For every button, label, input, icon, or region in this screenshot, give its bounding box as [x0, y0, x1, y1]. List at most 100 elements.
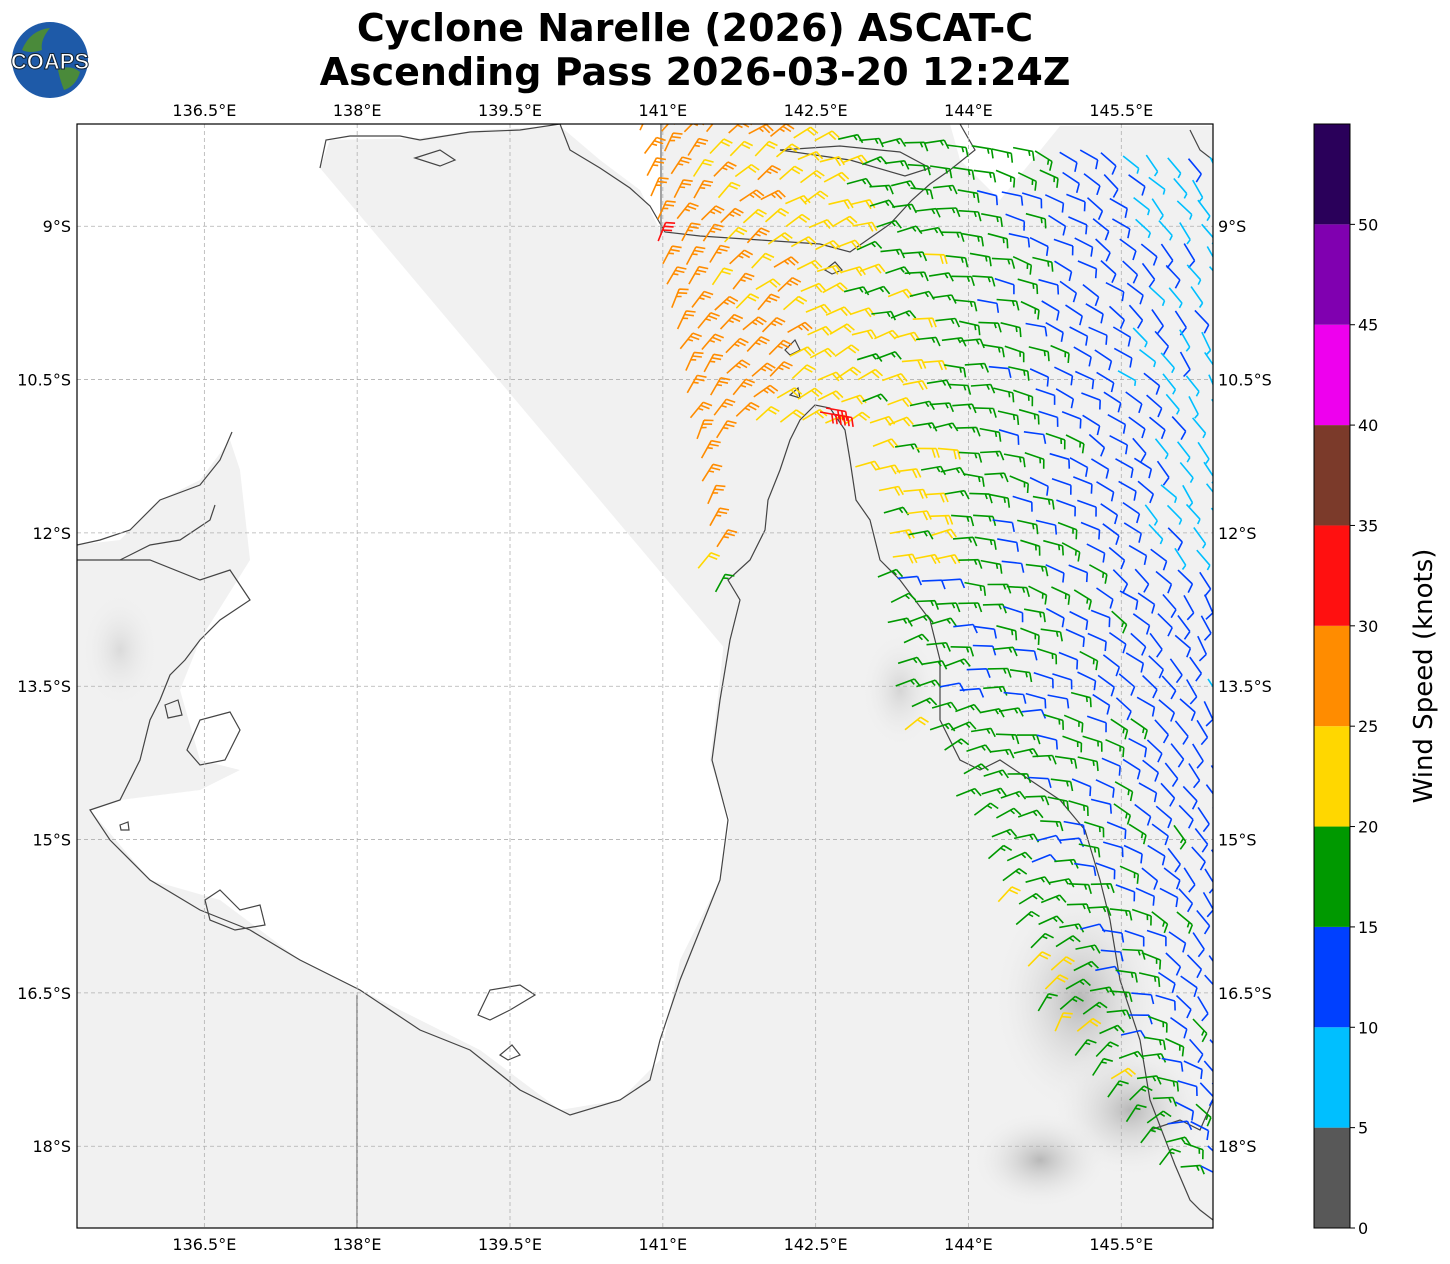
wind-barb — [1146, 1110, 1172, 1124]
wind-barb — [891, 180, 917, 190]
wind-barb — [776, 387, 803, 399]
wind-barb — [1122, 758, 1141, 780]
wind-barb — [657, 221, 676, 242]
axis-tick-labels: 136.5°E 136.5°E 138°E 138°E 139.5°E 139.5°E 14… — [17, 101, 1272, 1254]
wind-barb — [1073, 589, 1092, 610]
wind-barb — [1119, 238, 1137, 261]
wind-barb — [1034, 150, 1053, 171]
wind-barb — [1095, 862, 1116, 880]
wind-barb — [1112, 569, 1129, 593]
wind-barb — [1025, 212, 1047, 229]
lon-tick-label: 136.5°E — [172, 101, 236, 120]
wind-barb — [1027, 951, 1052, 967]
wind-barb — [1162, 593, 1177, 619]
lat-tick-label: 10.5°S — [1218, 371, 1272, 390]
wind-barb — [817, 390, 844, 401]
wind-barb — [1137, 480, 1155, 504]
wind-barb — [1051, 477, 1072, 495]
wind-barb — [843, 286, 870, 296]
wind-barb — [1176, 441, 1191, 463]
wind-barb — [779, 165, 804, 181]
wind-barb — [732, 378, 755, 396]
wind-barb — [993, 646, 1018, 657]
wind-barb — [1018, 408, 1040, 425]
wind-barb — [779, 409, 805, 423]
wind-barb — [1173, 177, 1188, 199]
wind-barb — [1043, 713, 1064, 730]
wind-barb — [916, 207, 941, 218]
wind-barb — [1065, 978, 1091, 990]
wind-barb — [751, 252, 775, 269]
wind-barb — [746, 227, 770, 244]
colorbar-frame — [1313, 123, 1351, 1229]
wind-barb — [709, 244, 730, 263]
wind-barb — [1006, 585, 1030, 598]
wind-barb — [1154, 719, 1169, 744]
wind-barb — [945, 658, 971, 667]
wind-barb — [1100, 152, 1117, 175]
wind-barb — [1077, 499, 1097, 517]
wind-barb — [855, 460, 881, 471]
wind-barb — [796, 259, 823, 271]
wind-barb — [1179, 698, 1196, 722]
wind-barb — [1207, 1145, 1213, 1152]
wind-barb — [1090, 458, 1110, 479]
wind-barb — [748, 124, 774, 135]
wind-barb — [686, 374, 707, 394]
wind-barb — [1177, 615, 1191, 640]
wind-barb — [746, 336, 770, 352]
colorbar-tick-label: 40 — [1358, 416, 1378, 435]
wind-barb — [1174, 547, 1187, 570]
wind-barb — [945, 255, 969, 268]
wind-barb — [696, 419, 714, 440]
lat-tick-label: 12°S — [1218, 524, 1257, 543]
wind-barb — [936, 602, 961, 613]
wind-barb — [1015, 910, 1040, 926]
wind-barb — [1030, 932, 1054, 949]
wind-barb — [959, 320, 981, 336]
wind-barb — [646, 157, 667, 176]
wind-barb — [1012, 255, 1033, 275]
wind-barb — [1039, 169, 1059, 188]
wind-barb — [643, 136, 666, 154]
wind-barb — [989, 748, 1015, 759]
wind-barb — [980, 559, 1003, 574]
colorbar-bin — [1314, 726, 1350, 827]
wind-barb — [896, 468, 922, 479]
wind-barb — [1071, 778, 1092, 797]
wind-barb — [918, 226, 944, 237]
wind-barb — [1161, 675, 1177, 700]
wind-barb — [825, 306, 852, 317]
wind-barb — [983, 685, 1008, 696]
wind-barb — [1059, 280, 1078, 303]
lon-tick-label: 144°E — [944, 1235, 993, 1254]
wind-barb — [710, 377, 731, 396]
wind-barb — [1140, 243, 1158, 266]
wind-barb — [916, 447, 940, 458]
wind-barb — [1182, 785, 1198, 810]
wind-barb — [1075, 944, 1101, 954]
wind-barb — [1188, 763, 1201, 789]
wind-barb — [1089, 564, 1108, 584]
wind-barb — [1203, 1060, 1213, 1085]
wind-barb — [1055, 388, 1075, 409]
wind-barb — [977, 299, 1000, 313]
wind-barb — [1164, 762, 1179, 788]
wind-barb — [1189, 656, 1203, 682]
graticule — [77, 124, 1213, 1228]
wind-barb — [1158, 699, 1176, 722]
wind-barb — [1190, 1120, 1210, 1141]
wind-barb — [1126, 282, 1144, 305]
wind-barb — [958, 209, 982, 222]
wind-barb — [697, 311, 720, 329]
wind-barb — [951, 514, 975, 527]
lon-tick-label: 139.5°E — [478, 1235, 542, 1254]
wind-barb — [688, 265, 709, 285]
wind-barb — [1100, 949, 1124, 962]
colorbar-tick-label: 15 — [1358, 918, 1378, 937]
wind-barb — [1063, 714, 1084, 733]
wind-barb — [1163, 867, 1181, 890]
wind-barb — [1108, 546, 1126, 570]
wind-barb — [1100, 503, 1119, 525]
wind-barb — [1192, 932, 1205, 958]
